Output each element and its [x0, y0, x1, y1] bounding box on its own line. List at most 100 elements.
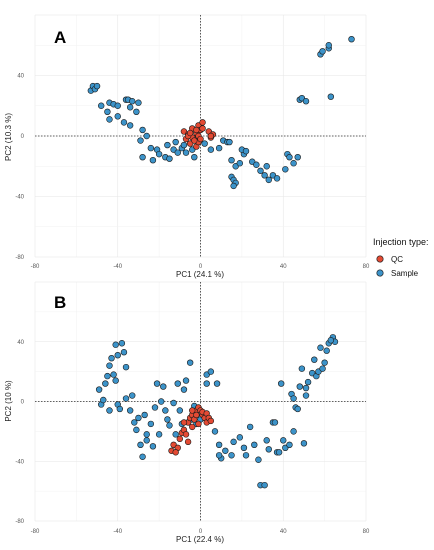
point-sample — [114, 351, 121, 359]
point-qc — [191, 137, 198, 144]
point-sample — [151, 404, 159, 411]
point-sample — [129, 98, 136, 105]
point-sample — [282, 166, 289, 173]
point-sample — [170, 399, 177, 407]
point-sample — [327, 337, 335, 344]
point-sample — [215, 452, 223, 459]
point-sample — [141, 411, 148, 419]
point-sample — [230, 182, 237, 190]
point-sample — [93, 82, 101, 90]
panel-b-letter: B — [54, 293, 66, 312]
point-sample — [135, 99, 142, 106]
point-sample — [294, 405, 301, 413]
point-qc — [186, 129, 194, 137]
x-tick-label: 40 — [280, 264, 287, 270]
point-sample — [100, 396, 107, 404]
point-sample — [147, 144, 155, 152]
y-tick-label: 40 — [17, 340, 24, 346]
point-sample — [180, 386, 188, 393]
point-sample — [257, 167, 264, 174]
point-sample — [164, 141, 171, 149]
point-sample — [300, 440, 308, 447]
point-sample — [242, 452, 250, 459]
x-tick-label: -40 — [113, 264, 122, 270]
point-sample — [174, 149, 181, 156]
point-sample — [327, 93, 335, 100]
point-sample — [126, 104, 134, 111]
legend-label-qc: QC — [391, 255, 403, 264]
panel-b: -80 -40 0 40 -80 -40 0 40 80 B PC1 (22.4 %) PC2… — [4, 281, 370, 544]
point-sample — [207, 368, 215, 375]
point-sample — [97, 102, 105, 109]
y-tick-label: -40 — [15, 195, 24, 201]
point-sample — [201, 140, 208, 147]
y-tick-label: 40 — [17, 74, 24, 80]
point-sample — [207, 146, 215, 153]
point-sample — [104, 108, 111, 116]
point-sample — [215, 144, 223, 152]
point-sample — [112, 341, 119, 348]
y-tick-label: -80 — [15, 519, 24, 525]
point-sample — [280, 437, 287, 444]
panel-a-xlabel: PC1 (24.1 %) — [176, 270, 224, 279]
point-sample — [95, 386, 103, 393]
point-sample — [139, 453, 146, 460]
point-sample — [104, 372, 111, 380]
point-sample — [126, 122, 134, 129]
point-sample — [110, 371, 117, 378]
point-sample — [153, 380, 161, 387]
point-sample — [230, 438, 237, 446]
panel-a-ylabel: PC2 (10.3 %) — [4, 113, 13, 161]
point-qc — [176, 435, 184, 443]
point-sample — [277, 380, 285, 387]
point-sample — [162, 407, 169, 414]
point-sample — [137, 441, 144, 449]
point-sample — [265, 176, 272, 184]
point-sample — [302, 384, 310, 392]
point-sample — [172, 138, 179, 146]
point-sample — [228, 157, 235, 164]
point-sample — [180, 141, 188, 149]
point-sample — [106, 116, 113, 123]
point-sample — [203, 380, 210, 387]
point-sample — [157, 398, 165, 405]
point-sample — [317, 344, 324, 351]
point-sample — [143, 132, 150, 140]
point-sample — [323, 347, 330, 354]
point-qc — [207, 417, 215, 425]
panel-b-ylabel: PC2 (10 %) — [4, 380, 13, 422]
point-sample — [149, 443, 157, 450]
point-sample — [120, 349, 128, 356]
legend-swatch-qc — [376, 255, 384, 263]
point-qc — [199, 125, 206, 132]
y-tick-label: -40 — [15, 459, 24, 465]
point-sample — [106, 362, 113, 369]
point-sample — [112, 377, 119, 384]
point-sample — [174, 380, 181, 387]
point-sample — [102, 380, 109, 387]
x-tick-label: 80 — [363, 529, 370, 535]
point-sample — [166, 422, 173, 429]
point-sample — [215, 441, 223, 449]
y-tick-label: 0 — [21, 400, 25, 406]
x-tick-label: 40 — [280, 529, 287, 535]
point-sample — [126, 407, 134, 414]
panel-a: -80 -40 0 40 -80 -40 0 40 80 A PC1 (24.1 %) PC2… — [4, 14, 370, 279]
panel-b-xlabel: PC1 (22.4 %) — [176, 535, 224, 544]
point-sample — [137, 137, 144, 144]
point-sample — [240, 444, 248, 452]
point-sample — [164, 416, 171, 423]
legend: Injection type: QC Sample — [373, 237, 429, 278]
point-sample — [236, 434, 244, 441]
point-sample — [263, 437, 270, 444]
point-sample — [120, 119, 128, 126]
point-sample — [226, 138, 233, 146]
point-sample — [118, 340, 126, 347]
point-sample — [304, 378, 312, 386]
point-sample — [294, 153, 301, 161]
point-sample — [236, 160, 244, 167]
legend-title: Injection type: — [373, 237, 429, 247]
point-sample — [129, 392, 136, 399]
point-qc — [182, 431, 190, 438]
